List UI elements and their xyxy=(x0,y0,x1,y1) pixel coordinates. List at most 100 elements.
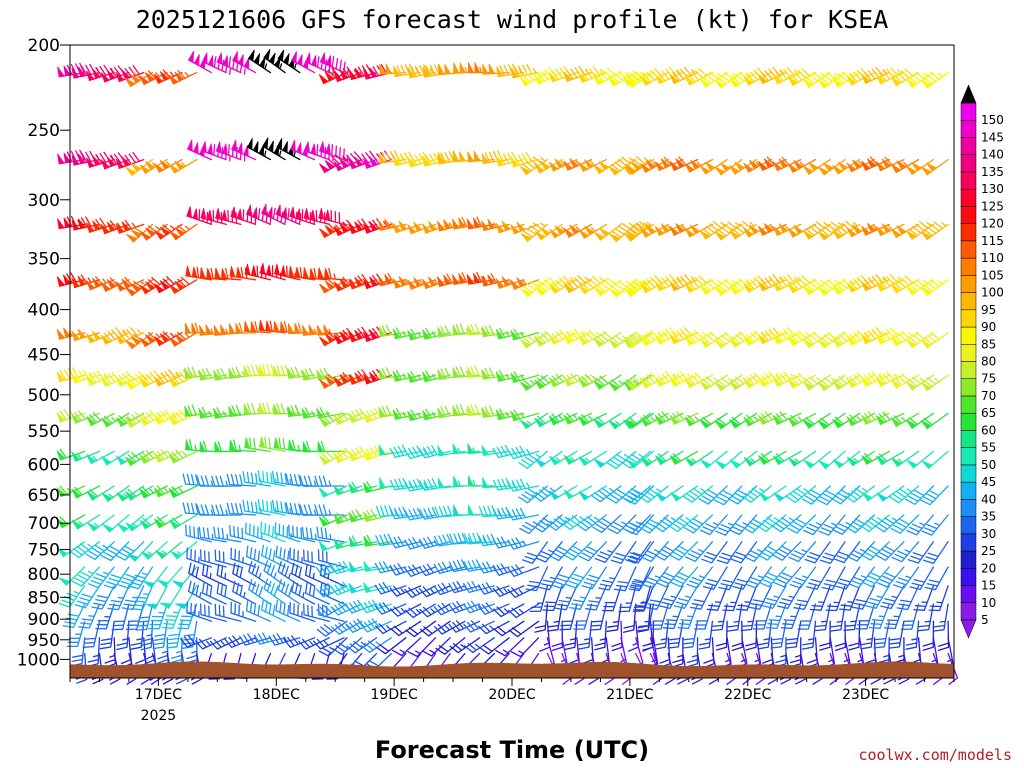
wind-barb xyxy=(277,578,301,605)
wind-barb-flag xyxy=(802,381,814,391)
wind-barb-flag xyxy=(348,329,364,343)
wind-barb xyxy=(214,549,242,568)
wind-barb xyxy=(507,537,540,550)
wind-barb xyxy=(88,151,115,168)
wind-barb-flag xyxy=(578,72,588,83)
wind-barb-flag xyxy=(100,69,117,83)
colorbar-bin xyxy=(960,568,977,586)
wind-barb-flag xyxy=(758,455,769,465)
wind-barb xyxy=(654,541,684,561)
wind-barb-flag xyxy=(626,459,638,469)
colorbar-label: 135 xyxy=(981,165,1004,179)
wind-barb-flag xyxy=(875,376,886,387)
wind-barb-flag xyxy=(288,265,301,279)
wind-barb xyxy=(563,541,593,561)
wind-barb-flag xyxy=(482,63,496,75)
wind-barb-flag xyxy=(333,223,350,236)
wind-barb-flag xyxy=(548,377,559,388)
wind-barb xyxy=(433,533,466,547)
wind-barb xyxy=(908,374,935,391)
wind-barb-flag xyxy=(333,452,344,463)
wind-barb-flag xyxy=(563,376,574,387)
wind-barb xyxy=(627,541,655,564)
wind-barb-flag xyxy=(71,519,83,530)
y-tick-label: 800 xyxy=(28,565,60,585)
wind-barb-flag xyxy=(625,230,637,240)
wind-barb-flag xyxy=(729,419,740,429)
wind-barb-flag xyxy=(71,488,82,499)
wind-barb xyxy=(702,220,728,240)
wind-barb xyxy=(273,265,301,281)
wind-barb-flag xyxy=(699,285,711,295)
wind-barb-flag xyxy=(481,445,490,456)
colorbar-label: 140 xyxy=(981,148,1004,162)
wind-barb xyxy=(245,545,272,568)
wind-barb xyxy=(257,498,286,516)
wind-barb xyxy=(611,222,637,243)
x-axis: 17DEC 18DEC 19DEC 20DEC 21DEC 22DEC 23DEC 2025 xyxy=(69,678,955,724)
colorbar-bin xyxy=(960,206,977,224)
wind-barb-flag xyxy=(802,230,814,240)
wind-barb xyxy=(359,599,392,614)
wind-barb xyxy=(534,603,549,633)
wind-barb xyxy=(263,578,286,605)
wind-barb-flag xyxy=(743,335,754,346)
wind-barb-flag xyxy=(154,333,171,346)
wind-barb-flag xyxy=(481,274,496,287)
wind-barb xyxy=(818,514,846,536)
wind-barb xyxy=(200,210,227,226)
wind-barb xyxy=(226,502,257,516)
wind-barb-flag xyxy=(654,281,665,292)
wind-barb xyxy=(713,485,743,506)
wind-barb-flag xyxy=(832,338,843,348)
wind-barb-flag xyxy=(392,155,401,166)
wind-barb-flag xyxy=(333,538,343,549)
wind-barb xyxy=(477,582,510,595)
wind-barb xyxy=(716,541,743,565)
wind-barb xyxy=(345,618,378,633)
colorbar-label: 70 xyxy=(981,389,996,403)
wind-barb xyxy=(702,71,728,88)
plot-area xyxy=(70,45,954,678)
wind-barb xyxy=(330,620,363,635)
wind-barb-flag xyxy=(563,454,574,465)
colorbar-bin xyxy=(960,223,977,242)
wind-barb xyxy=(118,371,145,387)
wind-barb xyxy=(687,67,714,86)
wind-barb xyxy=(732,566,758,590)
wind-barb xyxy=(702,331,728,348)
wind-barb-flag xyxy=(802,161,819,175)
wind-barb xyxy=(316,620,348,637)
wind-barb xyxy=(591,485,622,503)
wind-barb-flag xyxy=(729,380,740,391)
wind-barb xyxy=(273,403,301,415)
wind-barb xyxy=(140,620,154,651)
wind-barb-flag xyxy=(563,333,574,344)
wind-barb xyxy=(626,514,655,536)
wind-barb-flag xyxy=(422,329,431,340)
wind-barb xyxy=(786,485,817,504)
wind-barb xyxy=(314,475,345,487)
wind-barb-flag xyxy=(699,161,716,175)
wind-barb-flag xyxy=(861,492,873,502)
wind-barb-flag xyxy=(772,158,789,172)
wind-barb-flag xyxy=(669,73,680,84)
wind-barb-flag xyxy=(139,281,156,295)
wind-barb xyxy=(833,541,861,564)
wind-barb-flag xyxy=(56,450,66,461)
wind-barb-flag xyxy=(714,382,726,392)
wind-barb-flag xyxy=(157,579,169,588)
wind-barb-flag xyxy=(609,233,621,242)
wind-barb xyxy=(655,566,684,588)
wind-barb xyxy=(596,331,622,348)
wind-barb-flag xyxy=(593,337,605,348)
wind-barb xyxy=(793,585,817,610)
wind-barb-flag xyxy=(495,276,511,289)
wind-barb-flag xyxy=(124,456,136,466)
wind-barb-flag xyxy=(757,376,768,387)
colorbar-bin xyxy=(960,257,977,276)
wind-barb-flag xyxy=(700,459,712,469)
wind-barb xyxy=(589,603,607,631)
y-tick-label: 400 xyxy=(28,301,60,321)
wind-barb-flag xyxy=(743,283,754,293)
